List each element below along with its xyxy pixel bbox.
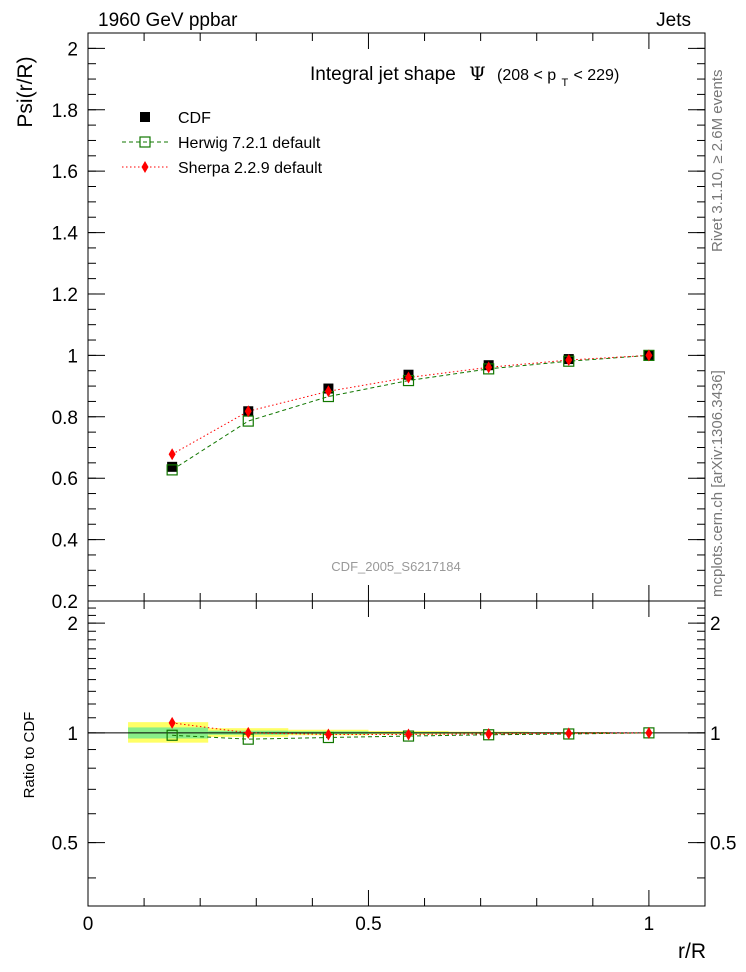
title-range-pre: (208 < p	[497, 67, 556, 84]
legend-marker	[139, 136, 151, 148]
ratio-point-series-1	[324, 728, 332, 741]
header-left: 1960 GeV ppbar	[98, 10, 238, 31]
main-ylabel: Psi(r/R)	[14, 56, 37, 127]
legend: CDF Herwig 7.2.1 default Sherpa 2.2.9 defa…	[122, 110, 323, 177]
ratio-point-series-1	[645, 726, 653, 739]
ratio-y-tick-label: 1	[67, 724, 78, 745]
ratio-y-tick-label-right: 1	[710, 724, 721, 745]
ratio-ylabel: Ratio to CDF	[21, 712, 38, 799]
side-label-rivet: Rivet 3.1.10, ≥ 2.6M events	[709, 70, 726, 253]
main-point-series-1	[242, 415, 254, 427]
main-y-tick-label: 1.8	[52, 101, 78, 122]
ratio-point-series-1	[565, 727, 573, 740]
ratio-x-tick-label: 0.5	[355, 914, 381, 935]
legend-label: Sherpa 2.2.9 default	[178, 160, 323, 177]
side-label-mcplots: mcplots.cern.ch [arXiv:1306.3436]	[709, 370, 726, 597]
legend-label: CDF	[178, 110, 211, 127]
main-title: Integral jet shape Ψ (208 < p T < 229)	[310, 63, 619, 91]
main-y-tick-label: 1	[67, 346, 78, 367]
header-right: Jets	[656, 10, 691, 31]
main-point-series-2	[324, 385, 332, 398]
ratio-y-tick-label-right: 0.5	[710, 834, 736, 855]
title-text: Integral jet shape	[310, 64, 456, 85]
ratio-point-series-1	[244, 726, 252, 739]
main-axis-ticks: 0.2 0.4 0.6 0.8 1 1.2 1.4 1.6 1.8 2	[52, 32, 706, 613]
main-y-tick-label: 1.4	[52, 224, 79, 245]
ratio-uncertainty-bands	[88, 722, 705, 743]
main-y-tick-label: 1.6	[52, 162, 78, 183]
ratio-x-tick-label: 1	[644, 914, 655, 935]
main-point-series-2	[485, 361, 493, 374]
ratio-xlabel: r/R	[678, 940, 706, 963]
legend-marker	[141, 161, 149, 173]
main-y-tick-label: 1.2	[52, 285, 78, 306]
main-point-series-1	[166, 464, 178, 476]
title-range-sub: T	[561, 77, 568, 89]
ratio-y-tick-label-right: 2	[710, 614, 721, 635]
main-point-series-2	[244, 405, 252, 418]
ratio-axis-ticks: 0.5 0.5 1 1 2 2 0 0.5 1	[52, 601, 736, 935]
ratio-series-markers	[166, 716, 655, 745]
main-point-series-0	[167, 461, 178, 472]
title-psi: Ψ	[469, 63, 486, 85]
main-y-tick-label: 0.6	[52, 469, 78, 490]
legend-label: Herwig 7.2.1 default	[178, 135, 321, 152]
ratio-frame	[87, 600, 706, 907]
legend-marker	[140, 112, 150, 122]
title-range-post: < 229)	[573, 67, 619, 84]
analysis-watermark: CDF_2005_S6217184	[331, 559, 460, 574]
main-panel: Integral jet shape Ψ (208 < p T < 229) P…	[14, 32, 706, 613]
main-point-series-2	[645, 349, 653, 362]
main-y-tick-label: 0.4	[52, 531, 79, 552]
main-y-tick-label: 0.8	[52, 408, 78, 429]
ratio-point-series-1	[168, 716, 176, 729]
ratio-y-tick-label: 2	[67, 614, 78, 635]
ratio-point-series-1	[485, 727, 493, 740]
main-point-series-2	[168, 448, 176, 461]
ratio-y-tick-label: 0.5	[52, 834, 78, 855]
ratio-x-tick-label: 0	[83, 914, 94, 935]
ratio-point-series-0	[166, 729, 178, 741]
main-y-tick-label: 2	[67, 39, 78, 60]
ratio-panel: Ratio to CDF r/R 0.5 0.5 1 1 2 2 0 0.5 1	[21, 600, 736, 963]
main-point-series-2	[405, 371, 413, 384]
ratio-point-series-1	[405, 728, 413, 741]
main-y-tick-label: 0.2	[52, 592, 78, 613]
main-series-markers	[166, 349, 655, 476]
main-point-series-2	[565, 353, 573, 366]
